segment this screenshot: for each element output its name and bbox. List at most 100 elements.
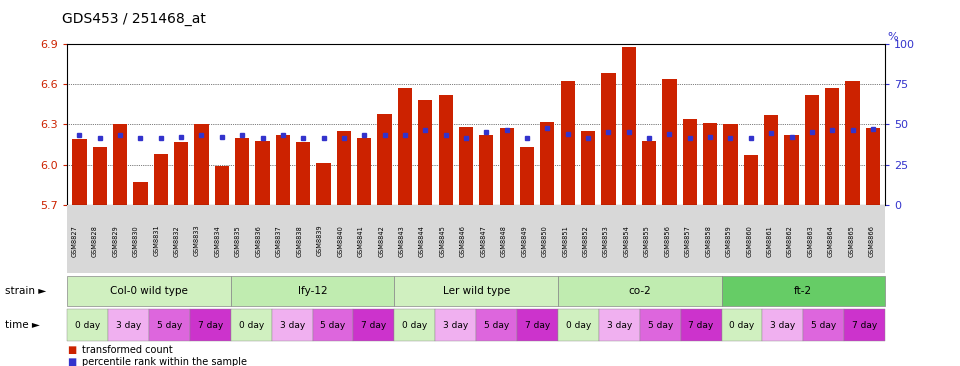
Bar: [724, 124, 737, 205]
Text: 0 day: 0 day: [565, 321, 591, 330]
Text: GSM8851: GSM8851: [563, 225, 568, 257]
Text: GSM8830: GSM8830: [132, 225, 139, 257]
Bar: [764, 115, 779, 205]
Text: 7 day: 7 day: [361, 321, 387, 330]
Bar: [459, 127, 473, 205]
Text: GDS453 / 251468_at: GDS453 / 251468_at: [62, 12, 206, 26]
Bar: [235, 138, 250, 205]
Text: 0 day: 0 day: [75, 321, 100, 330]
Text: 0 day: 0 day: [402, 321, 427, 330]
Text: GSM8864: GSM8864: [828, 225, 834, 257]
Text: GSM8859: GSM8859: [726, 225, 732, 257]
Bar: [337, 131, 351, 205]
Text: co-2: co-2: [629, 286, 651, 296]
Bar: [866, 128, 880, 205]
Text: strain ►: strain ►: [5, 286, 46, 296]
Text: ■: ■: [67, 344, 77, 355]
Text: 3 day: 3 day: [607, 321, 632, 330]
Text: GSM8847: GSM8847: [480, 225, 487, 257]
Text: Col-0 wild type: Col-0 wild type: [110, 286, 188, 296]
Text: GSM8844: GSM8844: [419, 225, 425, 257]
Bar: [642, 141, 657, 205]
Bar: [703, 123, 717, 205]
Text: GSM8834: GSM8834: [215, 225, 221, 257]
Text: GSM8857: GSM8857: [684, 225, 691, 257]
Text: 3 day: 3 day: [770, 321, 796, 330]
Text: Ler wild type: Ler wild type: [443, 286, 510, 296]
Text: GSM8854: GSM8854: [624, 225, 630, 257]
Text: GSM8842: GSM8842: [378, 225, 384, 257]
Bar: [846, 82, 860, 205]
Text: 5 day: 5 day: [156, 321, 182, 330]
Text: GSM8837: GSM8837: [276, 225, 282, 257]
Text: GSM8843: GSM8843: [398, 225, 404, 257]
Text: GSM8828: GSM8828: [92, 225, 98, 257]
Text: GSM8866: GSM8866: [869, 225, 875, 257]
Bar: [662, 79, 677, 205]
Text: GSM8858: GSM8858: [706, 225, 711, 257]
Text: 7 day: 7 day: [525, 321, 550, 330]
Text: 3 day: 3 day: [444, 321, 468, 330]
Text: percentile rank within the sample: percentile rank within the sample: [82, 357, 247, 366]
Text: %: %: [887, 32, 898, 42]
Bar: [581, 131, 595, 205]
Bar: [317, 163, 330, 205]
Text: GSM8861: GSM8861: [767, 225, 773, 257]
Bar: [113, 124, 128, 205]
Text: GSM8827: GSM8827: [71, 225, 78, 257]
Text: GSM8839: GSM8839: [317, 225, 323, 257]
Bar: [419, 100, 432, 205]
Bar: [479, 135, 493, 205]
Text: GSM8863: GSM8863: [807, 225, 813, 257]
Text: GSM8848: GSM8848: [501, 225, 507, 257]
Bar: [520, 147, 534, 205]
Text: 7 day: 7 day: [688, 321, 713, 330]
Bar: [397, 88, 412, 205]
Bar: [683, 119, 697, 205]
Text: 5 day: 5 day: [321, 321, 346, 330]
Bar: [215, 166, 228, 205]
Text: GSM8835: GSM8835: [235, 225, 241, 257]
Text: GSM8840: GSM8840: [337, 225, 344, 257]
Text: transformed count: transformed count: [82, 344, 173, 355]
Text: GSM8860: GSM8860: [746, 225, 753, 257]
Bar: [804, 95, 819, 205]
Bar: [154, 154, 168, 205]
Text: lfy-12: lfy-12: [298, 286, 327, 296]
Bar: [174, 142, 188, 205]
Text: GSM8845: GSM8845: [440, 225, 445, 257]
Text: GSM8836: GSM8836: [255, 225, 261, 257]
Text: 5 day: 5 day: [811, 321, 836, 330]
Text: GSM8849: GSM8849: [521, 225, 527, 257]
Text: 5 day: 5 day: [484, 321, 509, 330]
Text: ft-2: ft-2: [794, 286, 812, 296]
Bar: [540, 122, 555, 205]
Bar: [377, 114, 392, 205]
Bar: [296, 142, 310, 205]
Bar: [601, 74, 615, 205]
Text: GSM8862: GSM8862: [787, 225, 793, 257]
Bar: [744, 155, 758, 205]
Bar: [72, 139, 86, 205]
Text: GSM8850: GSM8850: [541, 225, 548, 257]
Text: GSM8865: GSM8865: [849, 225, 854, 257]
Bar: [133, 182, 148, 205]
Text: GSM8829: GSM8829: [112, 225, 118, 257]
Bar: [255, 141, 270, 205]
Text: 7 day: 7 day: [852, 321, 877, 330]
Text: GSM8831: GSM8831: [154, 225, 159, 257]
Text: 7 day: 7 day: [198, 321, 223, 330]
Bar: [825, 88, 839, 205]
Bar: [194, 124, 208, 205]
Text: GSM8846: GSM8846: [460, 225, 466, 257]
Text: 5 day: 5 day: [648, 321, 673, 330]
Bar: [92, 147, 107, 205]
Text: time ►: time ►: [5, 320, 39, 330]
Text: GSM8838: GSM8838: [297, 225, 302, 257]
Text: ■: ■: [67, 357, 77, 366]
Text: GSM8856: GSM8856: [664, 225, 670, 257]
Text: 3 day: 3 day: [116, 321, 141, 330]
Bar: [784, 135, 799, 205]
Text: GSM8852: GSM8852: [583, 225, 588, 257]
Text: GSM8833: GSM8833: [194, 225, 200, 257]
